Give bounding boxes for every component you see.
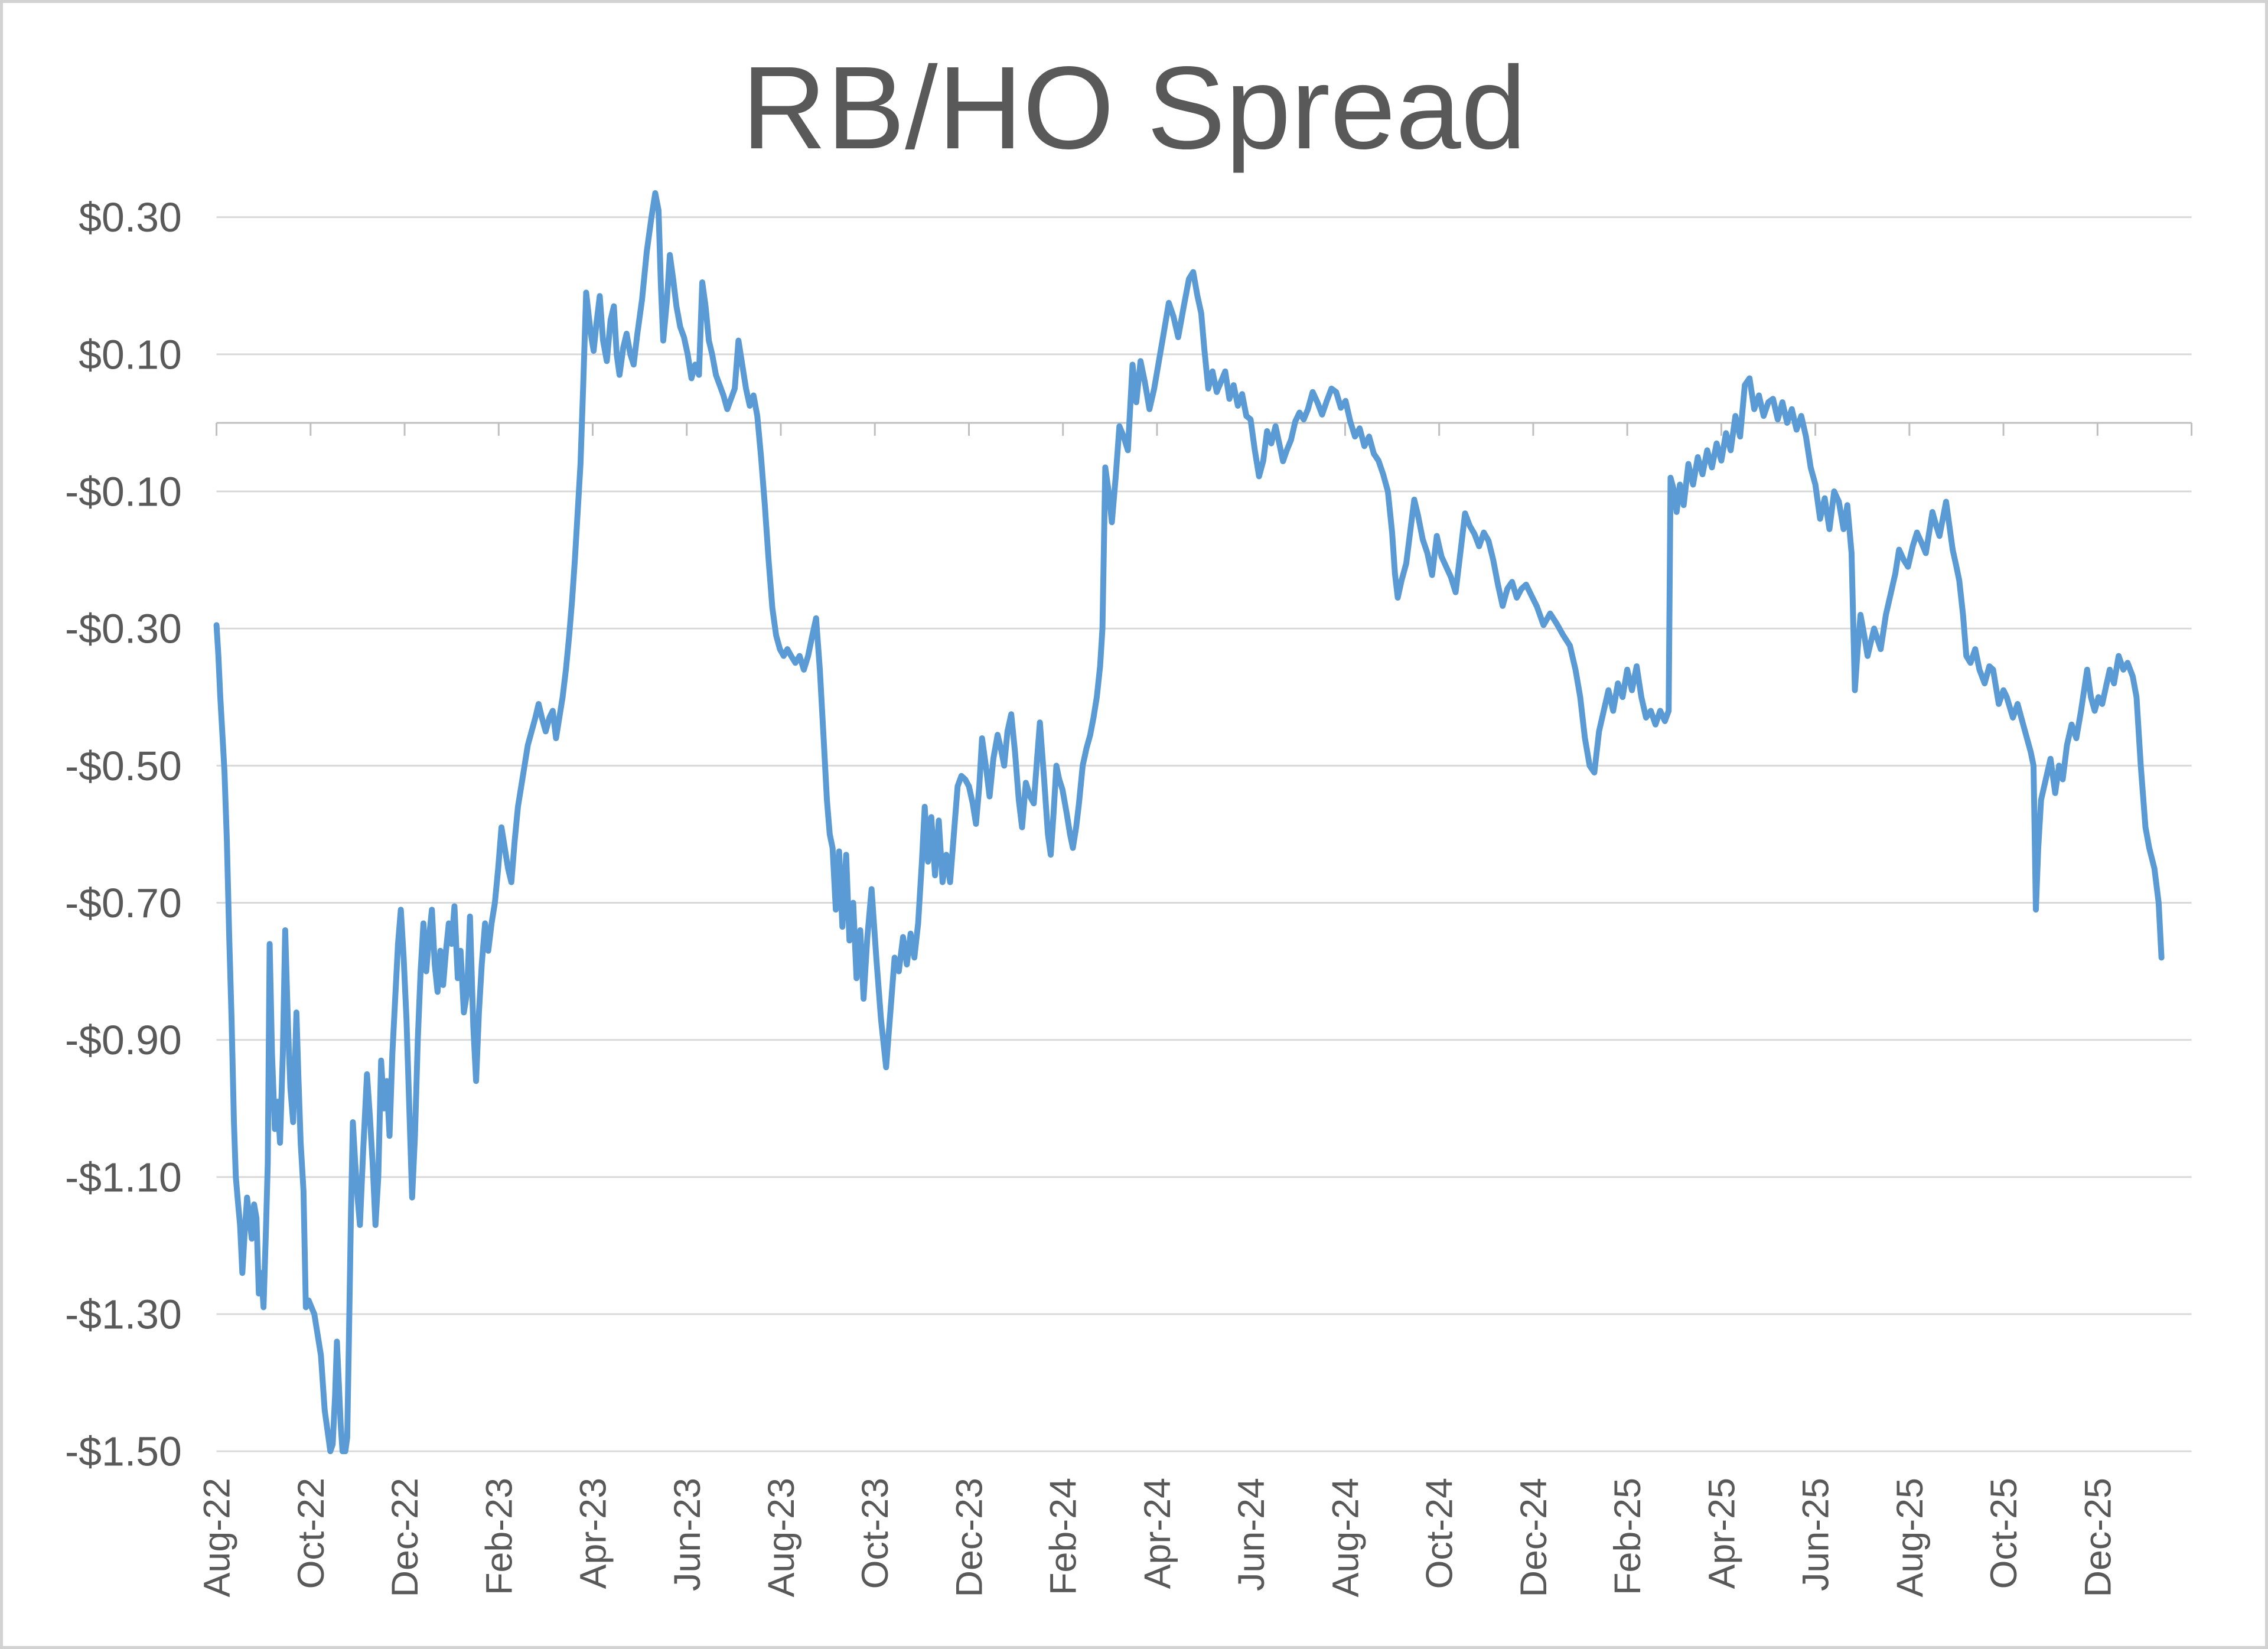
- x-axis-tick-label: Aug-25: [1889, 1478, 1931, 1597]
- x-axis-tick-label: Feb-24: [1043, 1478, 1084, 1595]
- x-axis-tick-label: Feb-25: [1607, 1478, 1648, 1595]
- x-axis-tick-label: Dec-23: [949, 1478, 990, 1597]
- series-lines: [213, 190, 2165, 1455]
- x-axis-tick-label: Feb-23: [478, 1478, 520, 1595]
- x-axis-tick-label: Oct-22: [291, 1478, 332, 1589]
- y-axis-tick-label: -$1.30: [65, 1291, 182, 1337]
- y-axis-labels: $0.30 $0.10 -$0.10 -$0.30 -$0.50 -$0.70 -$0.90…: [65, 194, 182, 1474]
- y-axis-tick-label: -$1.10: [65, 1154, 182, 1200]
- y-axis-tick-label: -$1.50: [65, 1429, 182, 1475]
- y-axis-tick-label: -$0.50: [65, 743, 182, 789]
- x-axis-tick-label: Apr-25: [1701, 1478, 1742, 1589]
- y-axis-tick-label: -$0.90: [65, 1017, 182, 1063]
- x-axis-tick-label: Dec-22: [384, 1478, 426, 1597]
- x-axis-tick-label: Jun-23: [667, 1478, 708, 1591]
- y-axis-tick-label: -$0.70: [65, 880, 182, 926]
- x-axis-tick-label: Aug-24: [1325, 1478, 1366, 1597]
- x-axis-labels: Aug-22 Oct-22 Dec-22 Feb-23 Apr-23 Jun-23 Aug-…: [197, 1478, 2119, 1597]
- spread-line: [213, 190, 2165, 1455]
- x-axis-tick-label: Oct-23: [855, 1478, 896, 1589]
- y-axis-tick-label: -$0.30: [65, 606, 182, 652]
- gridlines: [216, 216, 2192, 1452]
- x-axis-tick-label: Jun-25: [1795, 1478, 1837, 1591]
- x-axis-tick-label: Aug-22: [197, 1478, 238, 1597]
- rbho-spread-chart: $0.30 $0.10 -$0.10 -$0.30 -$0.50 -$0.70 -$0.90…: [65, 43, 2193, 1597]
- y-axis-tick-label: $0.30: [79, 194, 182, 240]
- y-axis-tick-label: -$0.10: [65, 468, 182, 514]
- x-axis-tick-label: Dec-24: [1513, 1478, 1555, 1597]
- x-axis-tick-label: Dec-25: [2077, 1478, 2119, 1597]
- x-axis-tick-label: Apr-23: [573, 1478, 614, 1589]
- x-axis-tick-label: Oct-24: [1419, 1478, 1461, 1589]
- zero-axis: [216, 422, 2193, 436]
- x-axis-tick-label: Jun-24: [1231, 1478, 1272, 1591]
- y-axis-tick-label: $0.10: [79, 331, 182, 377]
- x-axis-tick-label: Aug-23: [761, 1478, 802, 1597]
- chart-title: RB/HO Spread: [742, 43, 1527, 174]
- x-axis-tick-label: Oct-25: [1983, 1478, 2025, 1589]
- x-axis-tick-label: Apr-24: [1137, 1478, 1178, 1589]
